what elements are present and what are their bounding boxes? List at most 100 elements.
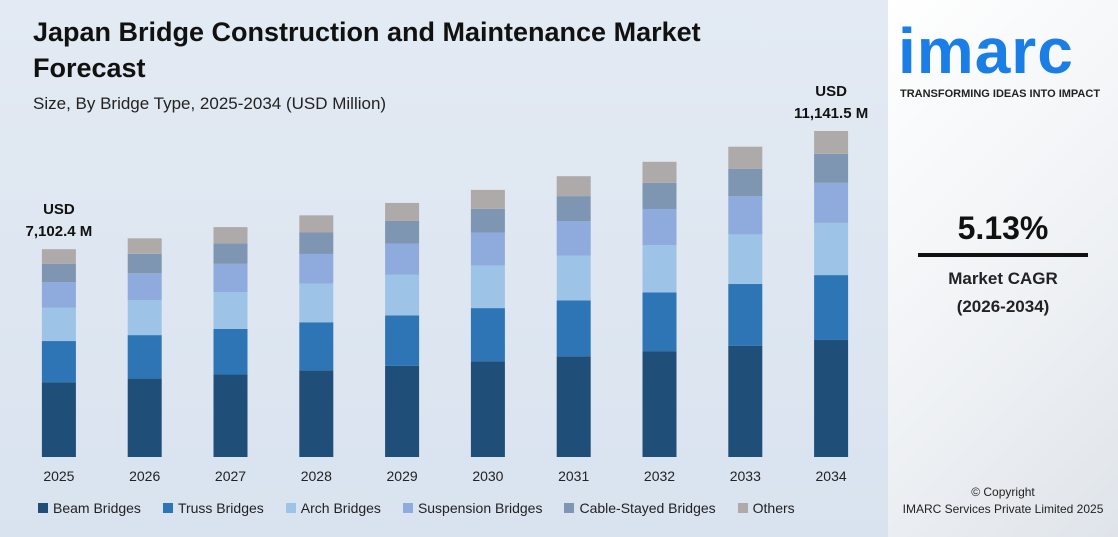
- bar-segment: [728, 234, 763, 285]
- bar-segment: [385, 202, 420, 221]
- bar-segment: [470, 232, 505, 266]
- legend-item: Arch Bridges: [285, 500, 381, 516]
- bar-segment: [213, 263, 248, 293]
- bar-segment: [385, 315, 420, 366]
- bar-segment: [299, 322, 334, 371]
- bar-segment: [556, 196, 591, 222]
- bar-segment: [41, 341, 76, 383]
- logo: imarc: [898, 15, 1074, 87]
- bar-segment: [556, 255, 591, 301]
- bar-segment: [814, 131, 849, 154]
- cagr-label: Market CAGR: [948, 269, 1058, 288]
- bar-segment: [127, 378, 162, 457]
- bar-segment: [814, 182, 849, 223]
- total-label: USD 11,141.5 M: [793, 83, 869, 122]
- legend-item: Beam Bridges: [38, 500, 141, 516]
- bar-segment: [470, 265, 505, 309]
- legend-swatch: [162, 503, 173, 513]
- bar-segment: [127, 335, 162, 379]
- bar-segment: [385, 274, 420, 316]
- bar-segment: [470, 208, 505, 233]
- legend-swatch: [564, 503, 575, 513]
- bar-segment: [642, 182, 677, 209]
- bar-segment: [385, 365, 420, 457]
- legend-label: Others: [752, 500, 795, 516]
- bar-segment: [299, 232, 334, 254]
- bar-segment: [728, 345, 763, 457]
- bar-segment: [127, 238, 162, 254]
- sidebar: imarc TRANSFORMING IDEAS INTO IMPACT 5.1…: [888, 0, 1118, 537]
- legend-swatch: [285, 503, 296, 513]
- bar-segment: [814, 153, 849, 183]
- bar-segment: [41, 249, 76, 264]
- legend-label: Suspension Bridges: [417, 500, 543, 516]
- x-tick-label: 2027: [215, 468, 246, 484]
- bar-segment: [385, 220, 420, 244]
- bar-segment: [127, 253, 162, 274]
- total-label: USD 7,102.4 M: [25, 201, 93, 241]
- bar-segment: [728, 284, 763, 346]
- legend-item: Truss Bridges: [162, 500, 264, 516]
- bar-segment: [299, 283, 334, 323]
- bar-segment: [470, 189, 505, 209]
- bar-segment: [814, 222, 849, 276]
- bar-segment: [299, 253, 334, 284]
- legend-item: Suspension Bridges: [402, 500, 543, 516]
- bar-segment: [470, 308, 505, 362]
- legend-label: Cable-Stayed Bridges: [579, 500, 716, 516]
- chart-panel: Japan Bridge Construction and Maintenanc…: [0, 0, 888, 537]
- bar-segment: [213, 227, 248, 244]
- bar-segment: [41, 382, 76, 457]
- plot: 2025 2026 2027 2028 2029 2030 2031 2032 2033 2034: [41, 131, 849, 484]
- bar-segment: [213, 328, 248, 375]
- bar-segment: [41, 307, 76, 342]
- legend-swatch: [38, 503, 48, 513]
- bar-segment: [127, 300, 162, 336]
- x-tick-label: 2026: [129, 468, 160, 484]
- legend-swatch: [737, 503, 748, 513]
- bar-segment: [299, 370, 334, 457]
- bar-segment: [728, 196, 763, 235]
- x-tick-label: 2025: [43, 468, 74, 484]
- bar-segment: [470, 361, 505, 457]
- bar-segment: [556, 176, 591, 197]
- divider: [918, 253, 1088, 257]
- chart-title: Japan Bridge Construction and Maintenanc…: [33, 17, 701, 83]
- legend-label: Beam Bridges: [53, 500, 141, 516]
- bar-segment: [642, 292, 677, 352]
- bar-segment: [213, 292, 248, 329]
- bar-segment: [127, 273, 162, 301]
- x-tick-label: 2029: [387, 468, 418, 484]
- legend-label: Truss Bridges: [177, 500, 264, 516]
- bar-segment: [41, 282, 76, 308]
- bar-segment: [642, 161, 677, 183]
- bar-segment: [299, 215, 334, 233]
- cagr-value: 5.13%: [957, 210, 1049, 246]
- bar-segment: [728, 146, 763, 169]
- bar-segment: [556, 221, 591, 256]
- company: IMARC Services Private Limited 2025: [902, 502, 1104, 516]
- bar-segment: [41, 263, 76, 283]
- bar-segment: [642, 351, 677, 457]
- bar-segment: [728, 168, 763, 197]
- cagr-period: (2026-2034): [956, 297, 1050, 316]
- bar-segment: [556, 300, 591, 357]
- bar-segment: [642, 208, 677, 246]
- legend-label: Arch Bridges: [300, 500, 381, 516]
- bar-segment: [814, 339, 849, 457]
- legend: Beam Bridges Truss Bridges Arch Bridges Sus…: [38, 500, 795, 516]
- copyright: © Copyright: [971, 485, 1035, 499]
- bar-segment: [385, 243, 420, 275]
- x-tick-label: 2033: [730, 468, 761, 484]
- bar-segment: [213, 243, 248, 264]
- bar-segment: [642, 245, 677, 293]
- legend-item: Others: [737, 500, 795, 516]
- x-tick-label: 2032: [644, 468, 675, 484]
- x-tick-label: 2030: [472, 468, 503, 484]
- tagline: TRANSFORMING IDEAS INTO IMPACT: [900, 88, 1101, 100]
- bar-segment: [213, 374, 248, 457]
- x-tick-label: 2031: [558, 468, 589, 484]
- x-tick-label: 2034: [816, 468, 847, 484]
- bar-segment: [556, 356, 591, 457]
